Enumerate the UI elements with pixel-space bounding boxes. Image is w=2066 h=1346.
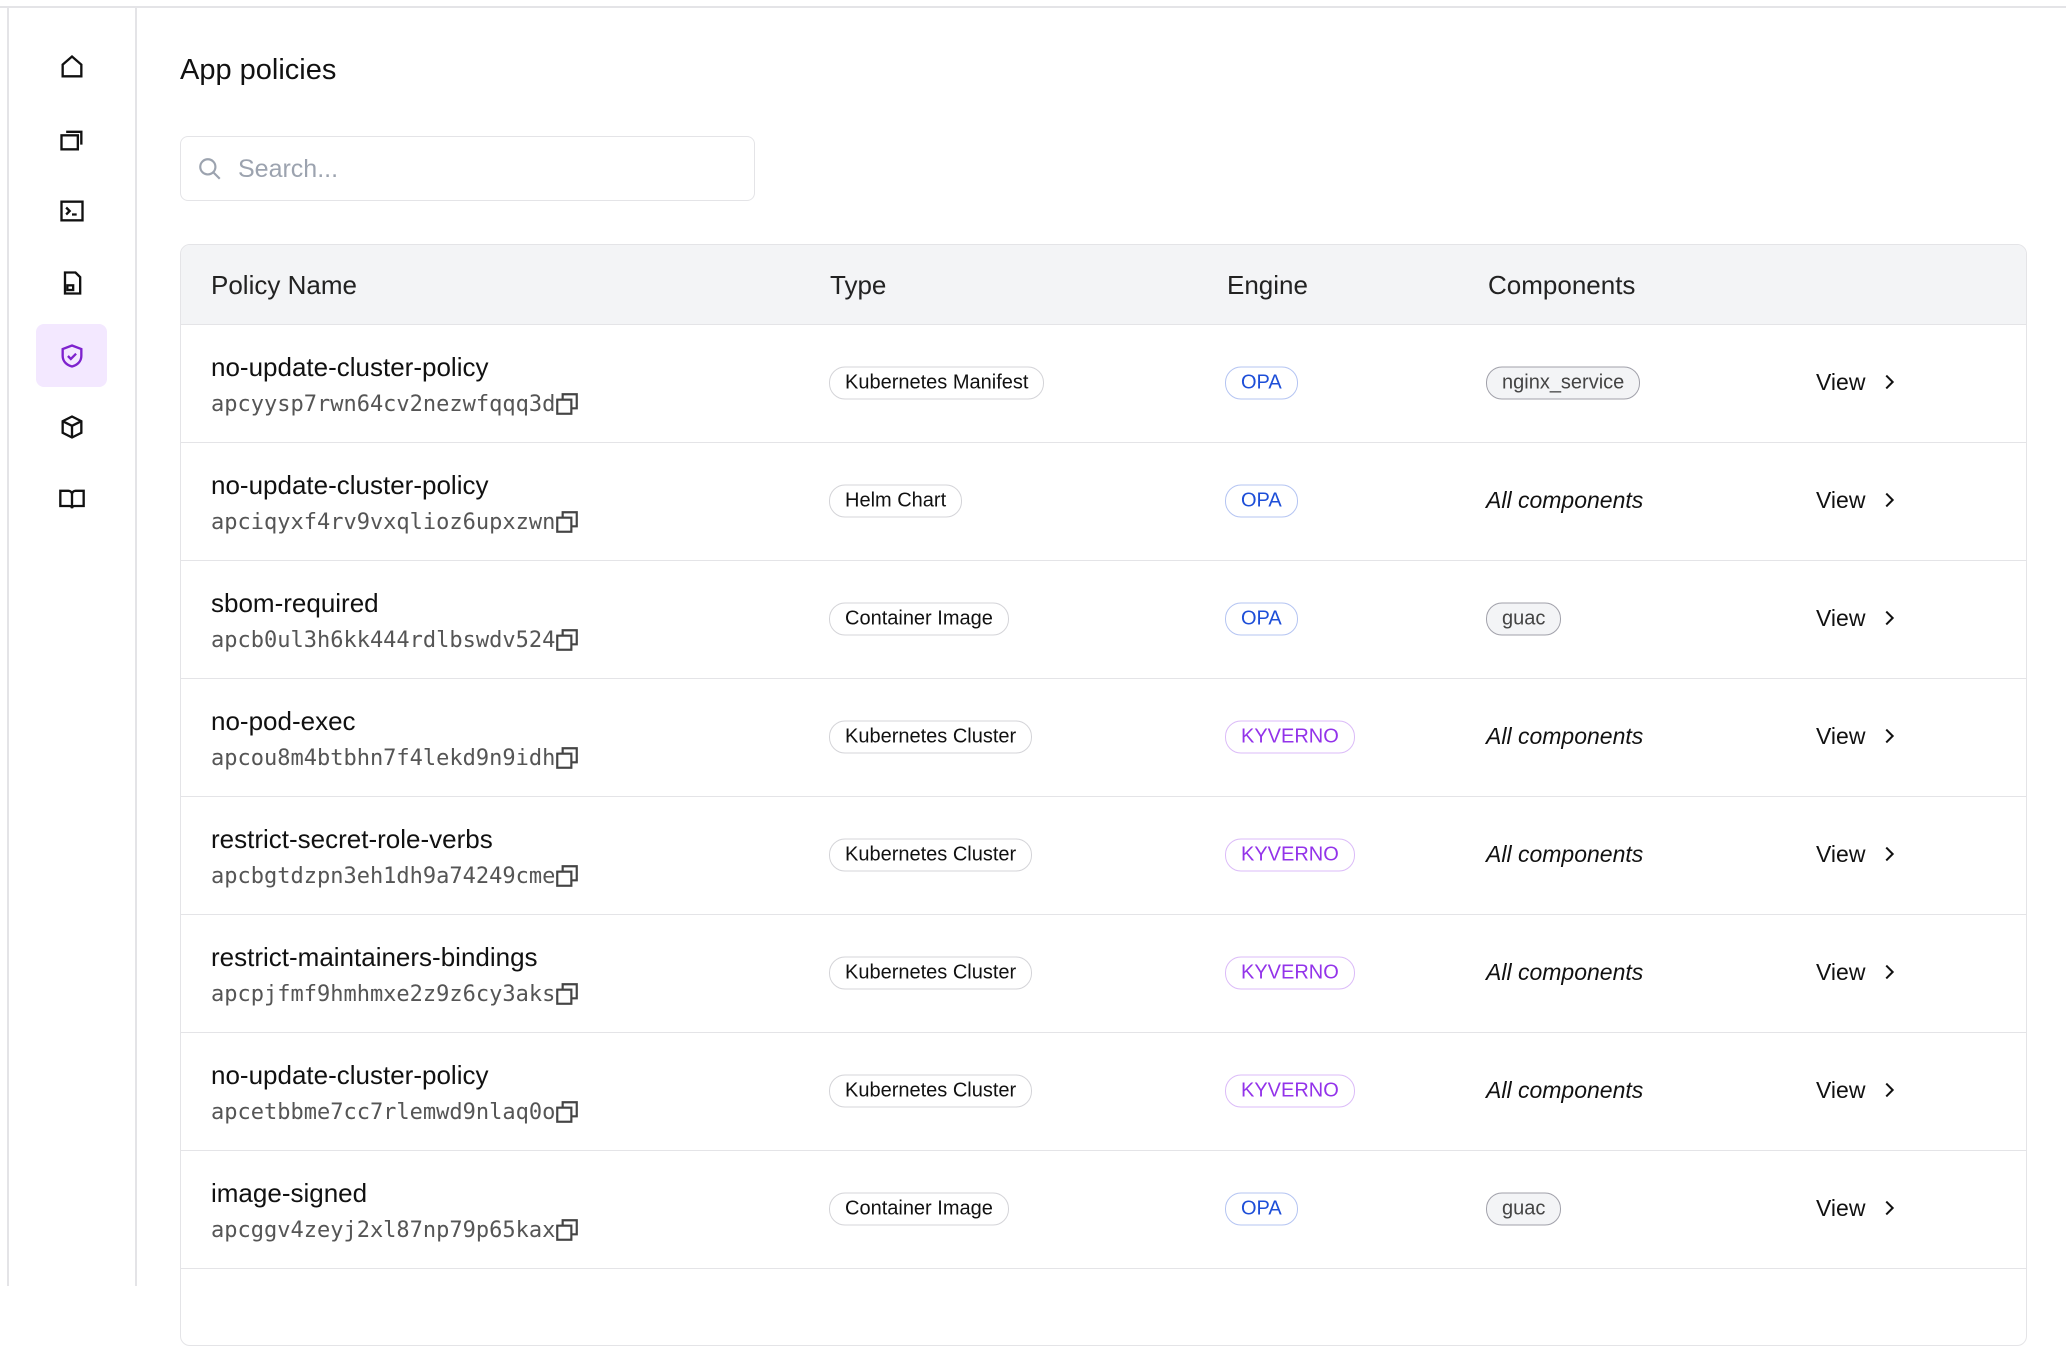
type-badge: Container Image — [829, 602, 1009, 636]
row — [180, 324, 2027, 325]
table — [180, 244, 2027, 1346]
frame-top — [0, 6, 2066, 8]
row — [180, 1032, 2027, 1033]
component-chip: guac — [1486, 1192, 1562, 1226]
components-all: All components — [1486, 959, 1644, 985]
row — [180, 1150, 2027, 1151]
engine-badge: OPA — [1225, 602, 1298, 636]
engine-badge: OPA — [1225, 484, 1298, 518]
column-header: Policy Name — [211, 270, 357, 300]
row — [180, 796, 2027, 797]
policy-name[interactable]: restrict-secret-role-verbs — [211, 824, 493, 854]
engine-badge: OPA — [1225, 366, 1298, 400]
policy-name[interactable]: restrict-maintainers-bindings — [211, 942, 538, 972]
page-title: App policies — [180, 54, 337, 86]
row — [180, 442, 2027, 443]
type-badge: Kubernetes Manifest — [829, 366, 1045, 400]
view-chevron[interactable] — [1878, 843, 1900, 870]
type-badge: Container Image — [829, 1192, 1009, 1226]
policy-name[interactable]: no-update-cluster-policy — [211, 352, 489, 382]
row — [180, 560, 2027, 561]
policy-id: apcb0ul3h6kk444rdlbswdv524 — [211, 628, 556, 653]
policy-id: apcggv4zeyj2xl87np79p65kax — [211, 1218, 556, 1243]
view-link[interactable]: View — [1816, 605, 1866, 631]
policy-id: apcpjfmf9hmhmxe2z9z6cy3aks — [211, 982, 556, 1007]
sidebar-active — [36, 324, 107, 387]
copy-button[interactable] — [554, 627, 580, 658]
policy-id: apcou8m4btbhn7f4lekd9n9idh — [211, 746, 556, 771]
policy-name[interactable]: no-pod-exec — [211, 706, 356, 736]
search-placeholder: Search... — [238, 155, 339, 183]
type-badge: Kubernetes Cluster — [829, 1074, 1033, 1108]
copy-button[interactable] — [554, 745, 580, 776]
row — [180, 1268, 2027, 1269]
type-badge: Helm Chart — [829, 484, 963, 518]
nav-terminal[interactable] — [58, 197, 86, 225]
policy-name[interactable]: image-signed — [211, 1178, 368, 1208]
view-link[interactable]: View — [1816, 1195, 1866, 1221]
view-link[interactable]: View — [1816, 723, 1866, 749]
view-chevron[interactable] — [1878, 1197, 1900, 1224]
nav-book[interactable] — [58, 485, 86, 513]
row — [180, 914, 2027, 915]
copy-button[interactable] — [554, 1217, 580, 1248]
view-chevron[interactable] — [1878, 489, 1900, 516]
view-link[interactable]: View — [1816, 841, 1866, 867]
policy-name[interactable]: sbom-required — [211, 588, 379, 618]
view-link[interactable]: View — [1816, 369, 1866, 395]
policy-name[interactable]: no-update-cluster-policy — [211, 470, 489, 500]
nav-apps[interactable] — [58, 126, 86, 154]
view-chevron[interactable] — [1878, 961, 1900, 988]
search-box[interactable]: Search... — [180, 136, 755, 201]
page: App policies Search... (() => { const da… — [0, 6, 2066, 1346]
component-chip: guac — [1486, 602, 1562, 636]
engine-badge: KYVERNO — [1225, 838, 1355, 872]
nav-policies[interactable] — [58, 342, 86, 370]
type-badge: Kubernetes Cluster — [829, 838, 1033, 872]
view-chevron[interactable] — [1878, 371, 1900, 398]
copy-button[interactable] — [554, 863, 580, 894]
policy-id: apcyysp7rwn64cv2nezwfqqq3d — [211, 392, 556, 417]
policy-id: apciqyxf4rv9vxqlioz6upxzwn — [211, 510, 556, 535]
view-link[interactable]: View — [1816, 487, 1866, 513]
engine-badge: KYVERNO — [1225, 1074, 1355, 1108]
policy-id: apcbgtdzpn3eh1dh9a74249cme — [211, 864, 556, 889]
engine-badge: OPA — [1225, 1192, 1298, 1226]
components-all: All components — [1486, 1077, 1644, 1103]
engine-badge: KYVERNO — [1225, 956, 1355, 990]
type-badge: Kubernetes Cluster — [829, 720, 1033, 754]
policy-id: apcetbbme7cc7rlemwd9nlaq0o — [211, 1100, 556, 1125]
view-chevron[interactable] — [1878, 1079, 1900, 1106]
sidebar-border — [135, 6, 137, 1286]
components-all: All components — [1486, 723, 1644, 749]
components-all: All components — [1486, 841, 1644, 867]
nav-home[interactable] — [58, 53, 86, 81]
component-chip: nginx_service — [1486, 366, 1641, 400]
copy-button[interactable] — [554, 1099, 580, 1130]
view-chevron[interactable] — [1878, 607, 1900, 634]
frame-left — [7, 6, 9, 1286]
column-header: Components — [1488, 270, 1636, 300]
copy-button[interactable] — [554, 391, 580, 422]
column-header: Type — [830, 270, 887, 300]
nav-docs[interactable] — [58, 269, 86, 297]
copy-button[interactable] — [554, 509, 580, 540]
view-link[interactable]: View — [1816, 1077, 1866, 1103]
row — [180, 678, 2027, 679]
nav-packages[interactable] — [58, 413, 86, 441]
policy-name[interactable]: no-update-cluster-policy — [211, 1060, 489, 1090]
view-link[interactable]: View — [1816, 959, 1866, 985]
column-header: Engine — [1227, 270, 1308, 300]
components-all: All components — [1486, 487, 1644, 513]
search-icon — [199, 158, 221, 180]
copy-button[interactable] — [554, 981, 580, 1012]
type-badge: Kubernetes Cluster — [829, 956, 1033, 990]
view-chevron[interactable] — [1878, 725, 1900, 752]
table-header — [181, 245, 2026, 325]
engine-badge: KYVERNO — [1225, 720, 1355, 754]
